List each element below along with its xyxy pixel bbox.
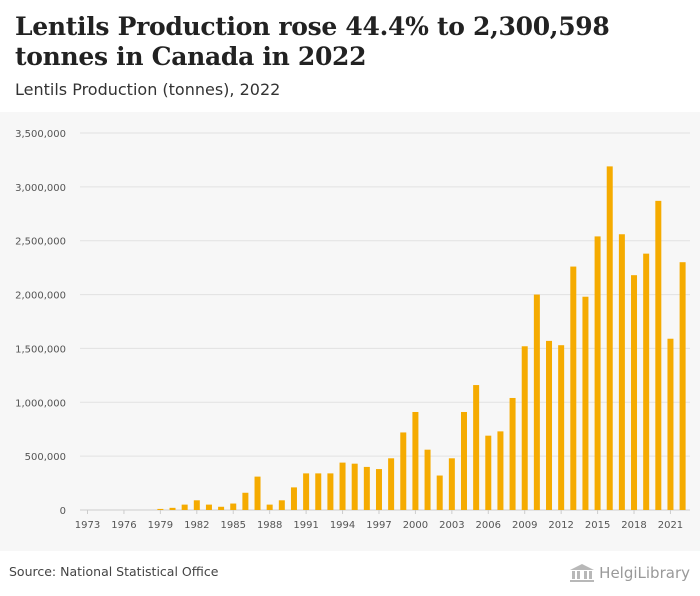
bar [655, 200, 662, 511]
bar [533, 294, 540, 510]
x-tick-label: 1982 [184, 520, 209, 531]
x-tick-label: 1976 [111, 520, 136, 531]
bar [315, 473, 322, 510]
bar [594, 236, 601, 511]
bar [546, 340, 553, 510]
chart-header: Lentils Production rose 44.4% to 2,300,5… [0, 0, 700, 112]
bar [460, 411, 467, 510]
y-tick-label: 500,000 [25, 452, 66, 463]
x-tick-label: 1997 [366, 520, 391, 531]
x-tick-label: 2015 [585, 520, 610, 531]
x-tick-label: 2000 [403, 520, 428, 531]
bar [205, 504, 212, 510]
x-tick-label: 2018 [621, 520, 646, 531]
bar [424, 449, 431, 510]
y-tick-label: 3,500,000 [15, 129, 66, 140]
bar [375, 469, 382, 510]
bar [643, 253, 650, 510]
bar [667, 338, 674, 510]
bar [230, 503, 237, 510]
bar [509, 397, 516, 510]
bar [351, 463, 358, 510]
bar [436, 475, 443, 510]
x-tick-label: 1973 [75, 520, 100, 531]
y-tick-label: 1,500,000 [15, 344, 66, 355]
chart-title: Lentils Production rose 44.4% to 2,300,5… [15, 12, 610, 71]
bar [618, 234, 625, 510]
bar [363, 466, 370, 510]
bar [254, 476, 261, 510]
bar [278, 500, 285, 510]
bar-chart: 0 500,000 1,000,000 1,500,000 2,000,000 2,500… [15, 129, 690, 531]
bar [181, 504, 188, 510]
bar [218, 506, 225, 510]
source-note: Source: National Statistical Office [9, 564, 219, 579]
bar [631, 275, 638, 510]
bar [290, 487, 297, 510]
y-tick-label: 3,000,000 [15, 183, 66, 194]
bar [558, 345, 565, 510]
y-tick-label: 0 [60, 506, 66, 517]
bar [606, 166, 613, 511]
brand-logo: HelgiLibrary [569, 561, 690, 585]
bar [485, 435, 492, 510]
bar [570, 266, 577, 510]
bar [242, 492, 249, 510]
x-tick-label: 1994 [330, 520, 355, 531]
bar [266, 504, 273, 510]
bar [193, 500, 200, 510]
brand-name: HelgiLibrary [599, 564, 690, 582]
y-tick-label: 2,500,000 [15, 237, 66, 248]
x-tick-label: 1979 [148, 520, 173, 531]
bar [327, 473, 334, 510]
bar [521, 346, 528, 510]
bar [497, 431, 504, 510]
y-tick-label: 2,000,000 [15, 291, 66, 302]
x-tick-label: 2003 [439, 520, 464, 531]
bar [339, 462, 346, 510]
library-building-icon [570, 564, 595, 582]
chart-subtitle: Lentils Production (tonnes), 2022 [15, 80, 281, 99]
chart-footer: Source: National Statistical Office Helg… [0, 551, 700, 596]
bar [582, 296, 589, 510]
bar [388, 458, 395, 510]
bar [412, 411, 419, 510]
bar [400, 432, 407, 510]
bar [679, 262, 686, 510]
bar [473, 385, 480, 510]
bar [157, 508, 164, 510]
x-tick-label: 2012 [548, 520, 573, 531]
x-tick-label: 2006 [476, 520, 501, 531]
bar [303, 473, 310, 510]
x-tick-label: 1985 [221, 520, 246, 531]
bar [169, 507, 176, 510]
x-tick-label: 2021 [658, 520, 683, 531]
x-tick-label: 2009 [512, 520, 537, 531]
y-tick-label: 1,000,000 [15, 398, 66, 409]
x-tick-label: 1991 [293, 520, 318, 531]
bar [448, 458, 455, 510]
x-tick-label: 1988 [257, 520, 282, 531]
